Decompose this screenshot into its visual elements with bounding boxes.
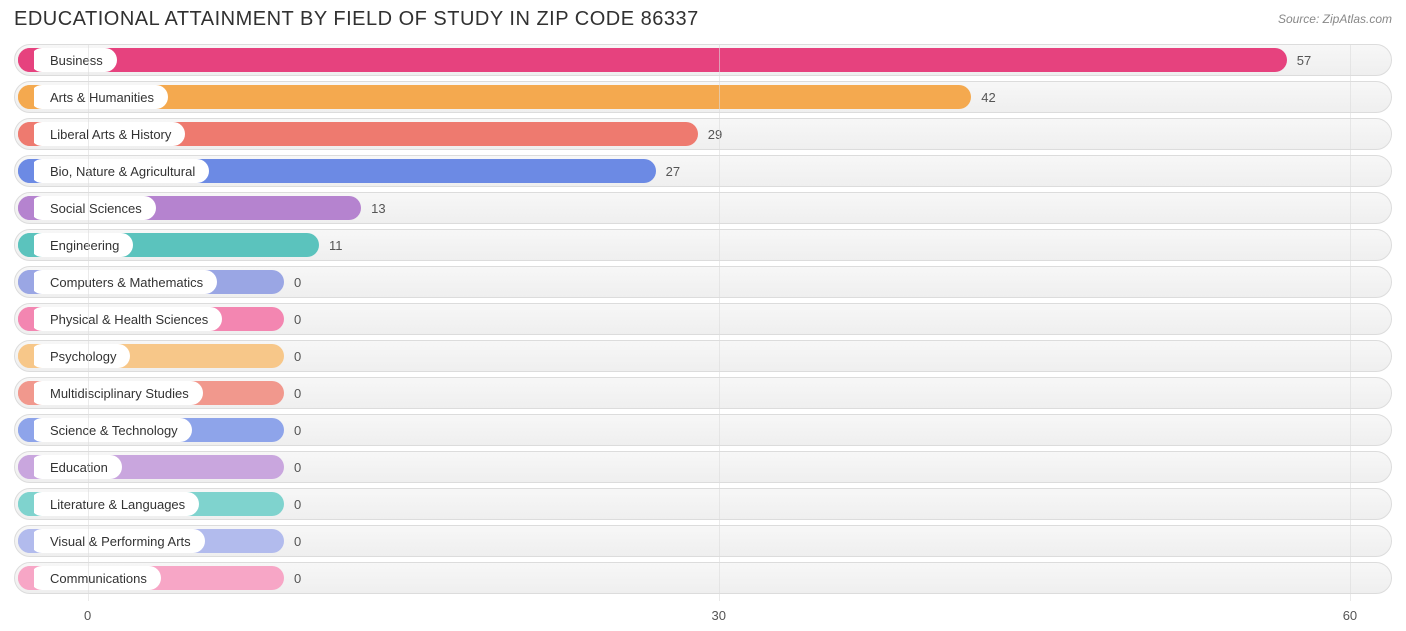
chart-title: Educational Attainment by Field of Study… xyxy=(14,8,699,31)
category-pill: Arts & Humanities xyxy=(30,85,168,109)
category-label: Physical & Health Sciences xyxy=(50,312,208,327)
source-attribution: Source: ZipAtlas.com xyxy=(1278,12,1392,26)
category-pill: Social Sciences xyxy=(30,196,156,220)
bar-row: Physical & Health Sciences 0 xyxy=(14,303,1392,335)
bar-value: 0 xyxy=(294,414,301,446)
category-label: Engineering xyxy=(50,238,119,253)
bar-row: Bio, Nature & Agricultural 27 xyxy=(14,155,1392,187)
category-pill: Psychology xyxy=(30,344,130,368)
category-label: Psychology xyxy=(50,349,116,364)
category-pill: Literature & Languages xyxy=(30,492,199,516)
bar-fill xyxy=(18,48,1287,72)
bar-row: Computers & Mathematics 0 xyxy=(14,266,1392,298)
bar-value: 0 xyxy=(294,303,301,335)
gridline xyxy=(719,44,720,601)
x-tick-label: 0 xyxy=(84,608,91,623)
bar-value: 0 xyxy=(294,377,301,409)
bar-value: 27 xyxy=(666,155,680,187)
bar-value: 0 xyxy=(294,562,301,594)
category-label: Social Sciences xyxy=(50,201,142,216)
bar-value: 0 xyxy=(294,451,301,483)
category-pill: Multidisciplinary Studies xyxy=(30,381,203,405)
bar-row: Engineering 11 xyxy=(14,229,1392,261)
bar-row: Communications 0 xyxy=(14,562,1392,594)
gridline xyxy=(88,44,89,601)
category-label: Business xyxy=(50,53,103,68)
category-label: Education xyxy=(50,460,108,475)
category-pill: Visual & Performing Arts xyxy=(30,529,205,553)
category-label: Visual & Performing Arts xyxy=(50,534,191,549)
category-label: Communications xyxy=(50,571,147,586)
category-label: Liberal Arts & History xyxy=(50,127,171,142)
bar-row: Literature & Languages 0 xyxy=(14,488,1392,520)
category-pill: Bio, Nature & Agricultural xyxy=(30,159,209,183)
category-pill: Engineering xyxy=(30,233,133,257)
bar-value: 42 xyxy=(981,81,995,113)
category-pill: Science & Technology xyxy=(30,418,192,442)
bar-value: 29 xyxy=(708,118,722,150)
bar-value: 13 xyxy=(371,192,385,224)
category-pill: Physical & Health Sciences xyxy=(30,307,222,331)
category-label: Bio, Nature & Agricultural xyxy=(50,164,195,179)
category-pill: Education xyxy=(30,455,122,479)
bar-row: Science & Technology 0 xyxy=(14,414,1392,446)
category-label: Multidisciplinary Studies xyxy=(50,386,189,401)
x-tick-label: 60 xyxy=(1343,608,1357,623)
bar-row: Education 0 xyxy=(14,451,1392,483)
category-pill: Business xyxy=(30,48,117,72)
bar-chart: Business 57 Arts & Humanities 42 Liberal Art… xyxy=(14,44,1392,601)
bar-value: 0 xyxy=(294,488,301,520)
category-pill: Computers & Mathematics xyxy=(30,270,217,294)
x-tick-label: 30 xyxy=(712,608,726,623)
bar-row: Business 57 xyxy=(14,44,1392,76)
category-pill: Liberal Arts & History xyxy=(30,122,185,146)
category-label: Computers & Mathematics xyxy=(50,275,203,290)
bar-row: Social Sciences 13 xyxy=(14,192,1392,224)
bar-value: 0 xyxy=(294,340,301,372)
bar-value: 0 xyxy=(294,266,301,298)
category-pill: Communications xyxy=(30,566,161,590)
bar-value: 57 xyxy=(1297,44,1311,76)
bar-value: 11 xyxy=(329,229,343,261)
bar-row: Psychology 0 xyxy=(14,340,1392,372)
gridline xyxy=(1350,44,1351,601)
category-label: Science & Technology xyxy=(50,423,178,438)
bar-row: Arts & Humanities 42 xyxy=(14,81,1392,113)
category-label: Arts & Humanities xyxy=(50,90,154,105)
category-label: Literature & Languages xyxy=(50,497,185,512)
bar-row: Visual & Performing Arts 0 xyxy=(14,525,1392,557)
bar-value: 0 xyxy=(294,525,301,557)
bar-row: Multidisciplinary Studies 0 xyxy=(14,377,1392,409)
bar-row: Liberal Arts & History 29 xyxy=(14,118,1392,150)
